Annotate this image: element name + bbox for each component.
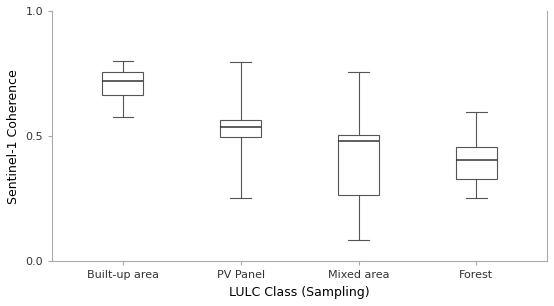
PathPatch shape [220, 120, 261, 137]
PathPatch shape [456, 147, 497, 179]
Y-axis label: Sentinel-1 Coherence: Sentinel-1 Coherence [7, 69, 20, 203]
X-axis label: LULC Class (Sampling): LULC Class (Sampling) [229, 286, 370, 299]
PathPatch shape [102, 72, 143, 95]
PathPatch shape [338, 135, 379, 195]
